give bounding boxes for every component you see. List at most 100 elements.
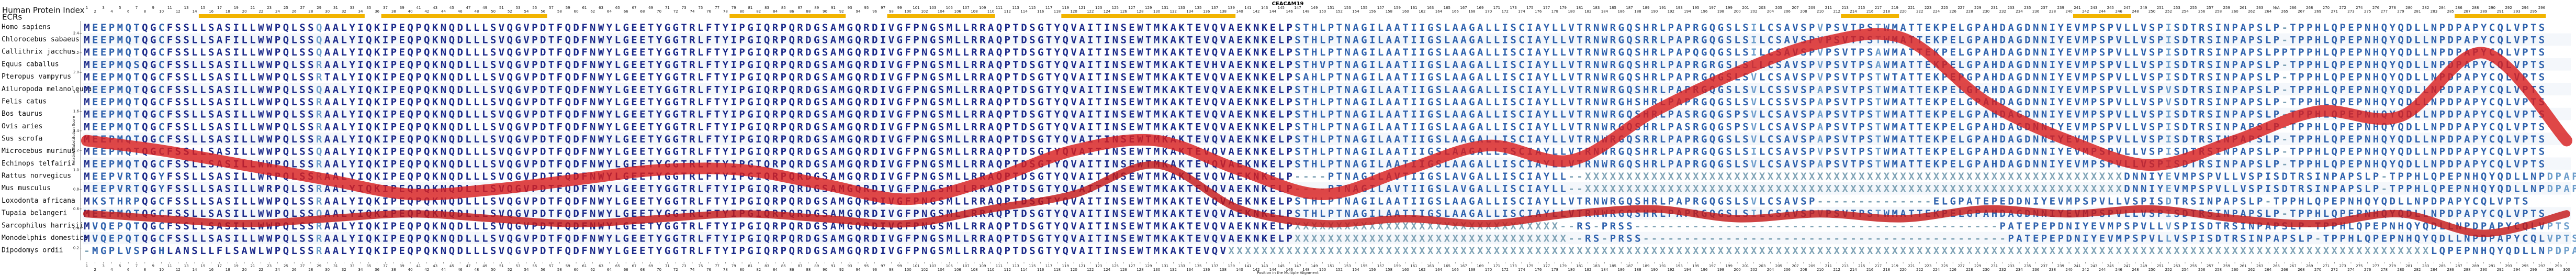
x-tick-label: 186	[1617, 268, 1625, 272]
ecr-label: ECRs	[2, 13, 22, 22]
human-index-label: 211	[1825, 6, 1832, 10]
x-tick-label: 64	[607, 268, 612, 272]
x-tick-label: 209	[1808, 264, 1815, 268]
human-index-label: 186	[1617, 9, 1625, 14]
human-index-label: 22	[258, 9, 263, 14]
x-tick-label: 148	[1302, 268, 1309, 272]
x-tick-label: 16	[209, 268, 213, 272]
human-index-label: 55	[532, 6, 537, 10]
human-index-label: 52	[508, 9, 512, 14]
species-name: Sus scrofa	[2, 135, 42, 143]
x-tick-label: 161	[1410, 264, 1417, 268]
human-index-label: 64	[607, 9, 612, 14]
human-index-label: 222	[1916, 9, 1923, 14]
x-tick-label: 188	[1634, 268, 1641, 272]
x-tick-label: 37	[383, 264, 388, 268]
human-index-label: 106	[954, 9, 961, 14]
x-tick-label: 144	[1269, 268, 1277, 272]
ecr-bar	[1061, 14, 1236, 18]
x-tick-label: 82	[756, 268, 761, 272]
human-index-label: 97	[881, 6, 885, 10]
human-index-label: 197	[1709, 6, 1716, 10]
x-tick-label: 299	[2555, 264, 2562, 268]
human-index-label: 292	[2505, 6, 2512, 10]
x-tick-label: 182	[1584, 268, 1591, 272]
row-band	[83, 107, 2571, 120]
x-tick-label: 5	[119, 264, 121, 268]
x-tick-label: 152	[1336, 268, 1343, 272]
x-tick-label: 105	[946, 264, 953, 268]
human-index-label: 220	[1899, 9, 1906, 14]
x-tick-label: 28	[308, 268, 313, 272]
human-index-label: 71	[665, 6, 670, 10]
x-tick-label: 225	[1941, 264, 1948, 268]
human-index-label: 145	[1278, 6, 1285, 10]
x-tick-label: 159	[1394, 264, 1401, 268]
x-tick-label: 66	[624, 268, 628, 272]
human-index-label: 122	[1087, 9, 1094, 14]
x-tick-label: 260	[2231, 268, 2238, 272]
x-tick-label: 272	[2331, 268, 2338, 272]
x-tick-label: 7	[136, 264, 138, 268]
human-index-label: 107	[962, 6, 969, 10]
human-index-label: 180	[1568, 9, 1574, 14]
human-index-label: 66	[624, 9, 628, 14]
human-index-label: 79	[732, 6, 736, 10]
human-index-label: 13	[184, 6, 189, 10]
x-tick-label: 269	[2306, 264, 2313, 268]
human-index-label: 294	[2522, 6, 2529, 10]
human-index-label: 282	[2422, 6, 2429, 10]
human-index-label: 10	[159, 9, 164, 14]
x-tick-label: 79	[732, 264, 736, 268]
ecr-bar	[729, 14, 846, 18]
x-tick-label: 254	[2181, 268, 2189, 272]
x-tick-label: 281	[2405, 264, 2412, 268]
x-tick-label: 180	[1568, 268, 1574, 272]
x-tick-label: 295	[2522, 264, 2528, 268]
human-index-label: 17	[217, 6, 222, 10]
human-index-label: 231	[1991, 6, 1998, 10]
human-index-label: 248	[2132, 9, 2139, 14]
x-tick-label: 51	[499, 264, 504, 268]
human-index-label: 69	[648, 6, 653, 10]
x-axis-label: Position in the Multiple Alignment	[1257, 271, 1319, 275]
x-tick-label: 2	[94, 268, 96, 272]
human-index-label: 261	[2240, 6, 2246, 10]
human-index-label: 70	[657, 9, 661, 14]
human-index-label: 1	[86, 6, 88, 10]
x-tick-label: 44	[441, 268, 446, 272]
human-index-label: 5	[119, 6, 121, 10]
y-tick-label: 1.0	[73, 168, 79, 172]
x-tick-label: 298	[2547, 268, 2553, 272]
x-tick-label: 265	[2273, 264, 2280, 268]
x-tick-label: 262	[2248, 268, 2255, 272]
human-index-label: 189	[1643, 6, 1649, 10]
human-index-label: 271	[2331, 9, 2338, 14]
x-tick-label: 62	[590, 268, 595, 272]
human-index-label: 212	[1833, 9, 1840, 14]
human-index-label: 277	[2381, 9, 2388, 14]
x-tick-label: 119	[1062, 264, 1069, 268]
x-tick-label: 185	[1610, 264, 1616, 268]
human-index-label: 190	[1651, 9, 1658, 14]
human-index-label: 256	[2198, 9, 2206, 14]
human-index-label: 170	[1485, 9, 1492, 14]
x-tick-label: 211	[1825, 264, 1832, 268]
human-index-label: 42	[424, 9, 429, 14]
x-tick-label: 99	[897, 264, 902, 268]
ecr-bar	[198, 14, 365, 18]
x-tick-label: 128	[1137, 268, 1143, 272]
human-index-label: 234	[2016, 9, 2023, 14]
ecr-bar	[381, 14, 547, 18]
human-index-label: 172	[1502, 9, 1509, 14]
x-tick-label: 194	[1684, 268, 1691, 272]
human-index-label: 37	[383, 6, 388, 10]
x-tick-label: 205	[1775, 264, 1782, 268]
human-index-label: 125	[1112, 6, 1119, 10]
x-tick-label: 32	[342, 268, 346, 272]
x-tick-label: 282	[2414, 268, 2421, 272]
